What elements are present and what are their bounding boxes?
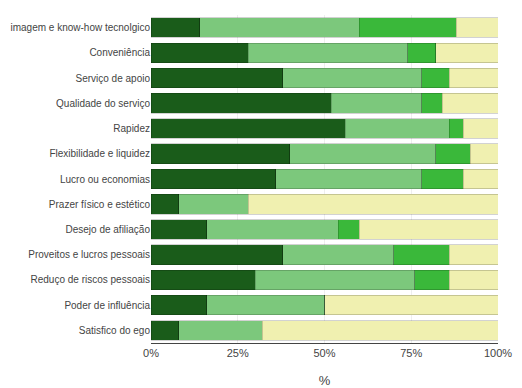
svg-text:Desejo de afiliação: Desejo de afiliação (66, 224, 151, 235)
svg-text:imagem e know-how tecnolgico: imagem e know-how tecnolgico (10, 22, 150, 33)
svg-text:25%: 25% (227, 347, 249, 359)
svg-text:Lucro ou economias: Lucro ou economias (60, 174, 150, 185)
svg-text:Prazer físico e estético: Prazer físico e estético (49, 199, 151, 210)
svg-text:Flexibilidade e liquidez: Flexibilidade e liquidez (49, 148, 150, 159)
svg-text:100%: 100% (484, 347, 512, 359)
svg-text:75%: 75% (400, 347, 422, 359)
svg-text:%: % (319, 373, 331, 388)
svg-text:Proveitos e lucros pessoais: Proveitos e lucros pessoais (28, 249, 150, 260)
svg-text:Qualidade do serviço: Qualidade do serviço (56, 98, 150, 109)
svg-text:Poder de influência: Poder de influência (64, 300, 150, 311)
svg-text:Satisfico do ego: Satisfico do ego (79, 325, 151, 336)
svg-text:Rapidez: Rapidez (113, 123, 150, 134)
svg-text:Conveniência: Conveniência (89, 47, 150, 58)
svg-text:0%: 0% (143, 347, 159, 359)
svg-text:Serviço de apoio: Serviço de apoio (76, 73, 151, 84)
svg-text:50%: 50% (313, 347, 335, 359)
svg-text:Reduço de riscos pessoais: Reduço de riscos pessoais (30, 274, 150, 285)
